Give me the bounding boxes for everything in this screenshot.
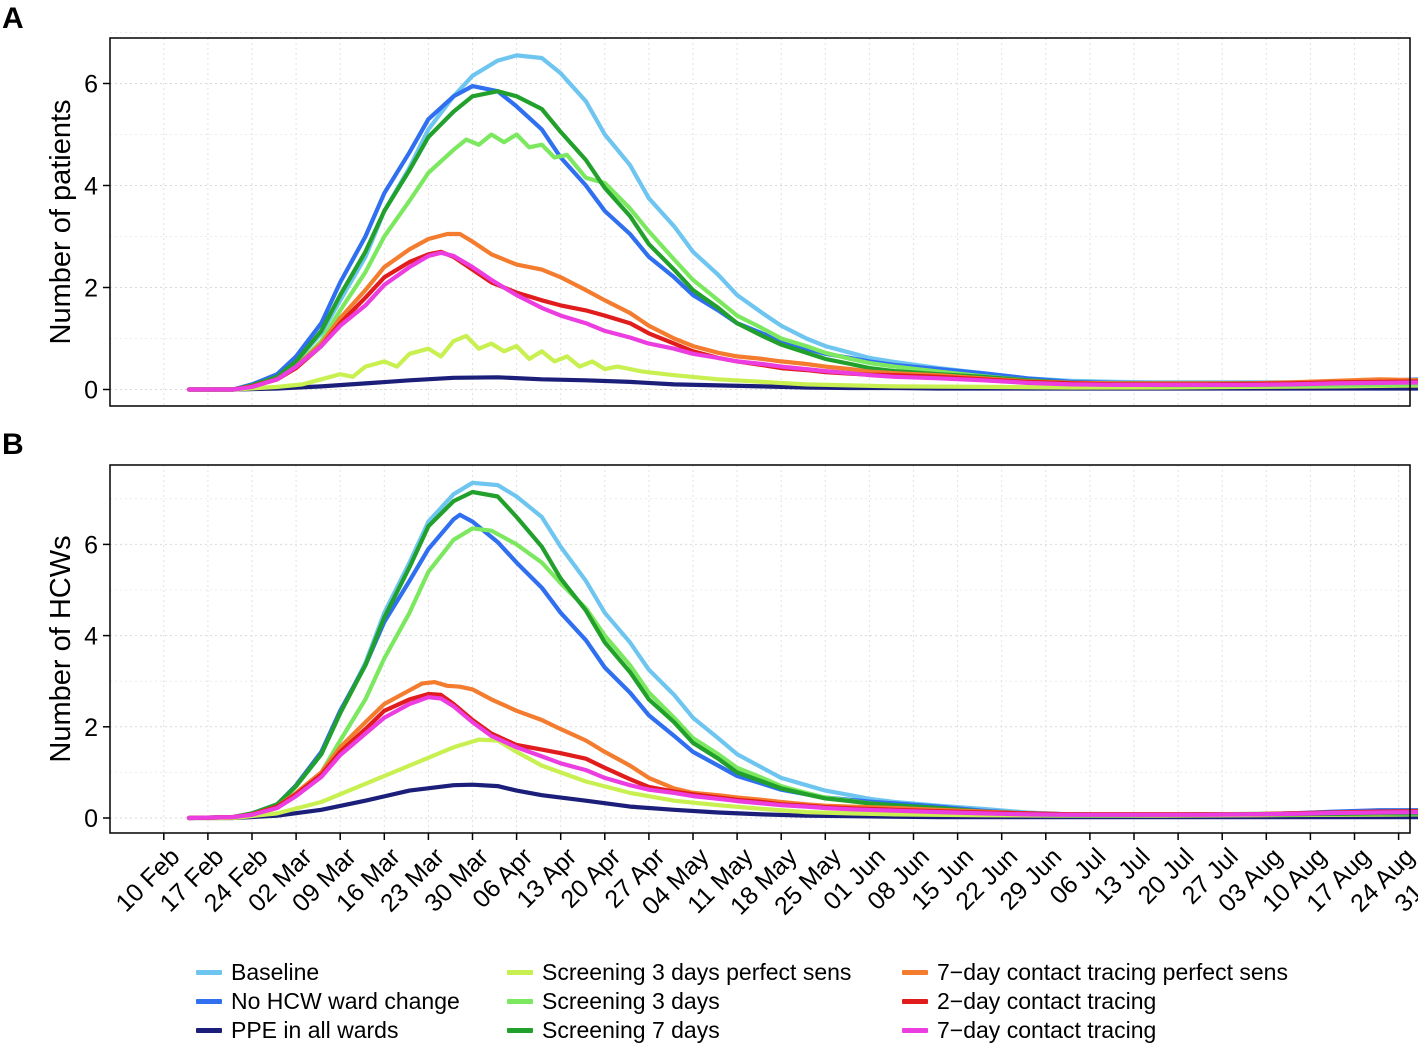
y-tick-label: 4 <box>84 173 98 201</box>
legend-swatch <box>196 969 222 975</box>
y-tick-label: 2 <box>84 714 98 742</box>
legend-item: Screening 7 days <box>507 1016 720 1044</box>
series-line-b-2 <box>186 512 1418 821</box>
y-tick-label: 0 <box>84 377 98 405</box>
series-line-b-6 <box>186 489 1418 821</box>
series-line-a-4 <box>186 333 1418 392</box>
legend-swatch <box>196 1027 222 1033</box>
y-axis-label-b: Number of HCWs <box>45 535 77 762</box>
legend-label: Baseline <box>231 958 320 985</box>
legend-item: PPE in all wards <box>196 1016 398 1044</box>
legend-swatch <box>507 998 533 1004</box>
legend-label: Screening 3 days <box>542 987 720 1014</box>
y-tick-label: 6 <box>84 71 98 99</box>
legend: Baseline No HCW ward change PPE in all war… <box>196 958 1406 1044</box>
y-tick-label: 0 <box>84 805 98 833</box>
legend-swatch <box>902 969 928 975</box>
legend-label: Screening 3 days perfect sens <box>542 958 852 985</box>
panel-a-label: A <box>2 2 24 35</box>
y-tick-label: 6 <box>84 531 98 559</box>
panel-b-frame <box>109 464 1411 834</box>
legend-label: Screening 7 days <box>542 1016 720 1043</box>
legend-label: 7−day contact tracing <box>937 1016 1157 1043</box>
legend-swatch <box>902 998 928 1004</box>
legend-item: Baseline <box>196 958 319 986</box>
legend-label: No HCW ward change <box>231 987 460 1014</box>
legend-label: PPE in all wards <box>231 1016 399 1043</box>
panel-a-frame <box>109 37 1411 407</box>
legend-item: No HCW ward change <box>196 987 460 1015</box>
legend-item: 7−day contact tracing perfect sens <box>902 958 1288 986</box>
legend-item: 7−day contact tracing <box>902 1016 1156 1044</box>
legend-label: 7−day contact tracing perfect sens <box>937 958 1288 985</box>
legend-swatch <box>507 969 533 975</box>
series-line-b-9 <box>186 695 1418 821</box>
legend-label: 2−day contact tracing <box>937 987 1157 1014</box>
series-line-a-9 <box>186 250 1418 392</box>
legend-item: Screening 3 days perfect sens <box>507 958 851 986</box>
y-tick-label: 4 <box>84 623 98 651</box>
y-axis-label-a: Number of patients <box>45 99 77 344</box>
legend-item: Screening 3 days <box>507 987 720 1015</box>
series-line-b-5 <box>186 526 1418 821</box>
legend-swatch <box>507 1027 533 1033</box>
y-tick-label: 2 <box>84 275 98 303</box>
legend-swatch <box>196 998 222 1004</box>
panel-b-label: B <box>2 428 24 461</box>
legend-swatch <box>902 1027 928 1033</box>
legend-item: 2−day contact tracing <box>902 987 1156 1015</box>
